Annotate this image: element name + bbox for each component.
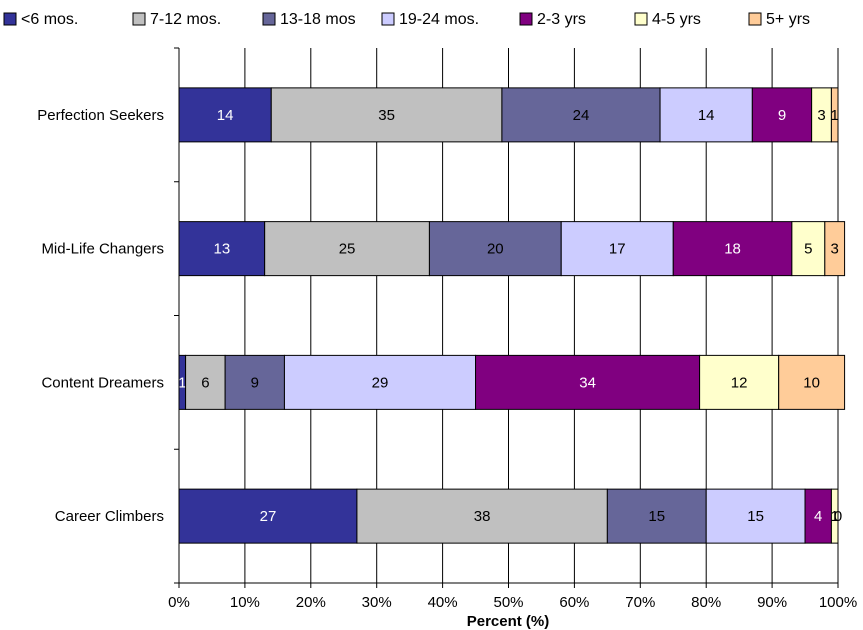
bar-segment <box>356 488 608 544</box>
x-axis-label: Percent (%) <box>467 613 550 630</box>
data-label: 38 <box>474 508 491 525</box>
axes: 0% 10% 20% 30% 40% 50% 60% 70% 80% 90% 100% Perfect… <box>37 47 857 611</box>
bar-segment <box>224 354 285 410</box>
bar-segment <box>791 221 826 277</box>
x-tick-label: 30% <box>362 594 392 611</box>
legend: <6 mos. 7-12 mos. 13-18 mos 19-24 mos. 2-3 y… <box>3 11 810 28</box>
data-label: 3 <box>817 107 825 124</box>
bar-segment <box>699 354 780 410</box>
data-label: 17 <box>609 241 626 258</box>
x-tick-label: 20% <box>296 594 326 611</box>
data-label: 9 <box>778 107 786 124</box>
legend-swatch <box>748 12 762 26</box>
data-label: 15 <box>747 508 764 525</box>
data-label: 10 <box>803 374 820 391</box>
data-label: 13 <box>213 241 230 258</box>
data-label: 12 <box>731 374 748 391</box>
data-label: 9 <box>251 374 259 391</box>
data-label: 3 <box>831 241 839 258</box>
bar-segment <box>751 87 813 143</box>
bar-segment <box>672 221 793 277</box>
data-label: 15 <box>648 508 665 525</box>
data-label: 1 <box>178 374 186 391</box>
bar-segment <box>475 354 701 410</box>
bar-segment <box>804 488 832 544</box>
data-label: 5 <box>804 241 812 258</box>
data-label: 14 <box>698 107 715 124</box>
bar-segment <box>830 488 839 544</box>
legend-swatch <box>262 12 276 26</box>
x-tick-label: 0% <box>168 594 190 611</box>
x-tick-label: 90% <box>757 594 787 611</box>
category-label: Content Dreamers <box>41 374 164 391</box>
legend-label: 5+ yrs <box>766 11 810 28</box>
category-label: Career Climbers <box>55 508 164 525</box>
data-label: 20 <box>487 241 504 258</box>
x-tick-label: 60% <box>559 594 589 611</box>
legend-swatch <box>381 12 395 26</box>
bar-segment <box>659 87 753 143</box>
bar-segment <box>283 354 477 410</box>
legend-label: <6 mos. <box>21 11 78 28</box>
data-label: 35 <box>378 107 395 124</box>
x-tick-label: 100% <box>819 594 857 611</box>
legend-swatch <box>3 12 17 26</box>
bar-segment <box>824 221 846 277</box>
legend-label: 19-24 mos. <box>399 11 479 28</box>
data-label: 14 <box>217 107 234 124</box>
x-tick-label: 50% <box>493 594 523 611</box>
bar-segment <box>606 488 707 544</box>
category-label: Mid-Life Changers <box>41 241 164 258</box>
legend-swatch <box>132 12 146 26</box>
legend-label: 7-12 mos. <box>150 11 221 28</box>
x-tick-label: 80% <box>691 594 721 611</box>
bar-segment <box>178 488 358 544</box>
x-tick-label: 40% <box>428 594 458 611</box>
bar-segment <box>185 354 226 410</box>
category-label: Perfection Seekers <box>37 107 164 124</box>
legend-swatch <box>634 12 648 26</box>
data-label: 27 <box>260 508 277 525</box>
bar-segment <box>778 354 846 410</box>
legend-label: 2-3 yrs <box>537 11 586 28</box>
data-label: 18 <box>724 241 741 258</box>
x-tick-label: 70% <box>625 594 655 611</box>
bar-segment <box>264 221 430 277</box>
data-label: 1 <box>831 508 839 525</box>
data-label: 24 <box>573 107 590 124</box>
x-tick-label: 10% <box>230 594 260 611</box>
data-label: 4 <box>814 508 822 525</box>
data-label: 0 <box>834 508 842 525</box>
legend-label: 13-18 mos <box>280 11 356 28</box>
bar-segment <box>560 221 674 277</box>
bar-segment <box>178 87 272 143</box>
bar-segment <box>501 87 661 143</box>
data-label: 29 <box>372 374 389 391</box>
data-label: 6 <box>201 374 209 391</box>
data-label: 25 <box>339 241 356 258</box>
legend-label: 4-5 yrs <box>652 11 701 28</box>
bar-segment <box>270 87 503 143</box>
data-label: 34 <box>579 374 596 391</box>
bar-segment <box>830 87 839 143</box>
legend-swatch <box>519 12 533 26</box>
data-label: 1 <box>831 107 839 124</box>
